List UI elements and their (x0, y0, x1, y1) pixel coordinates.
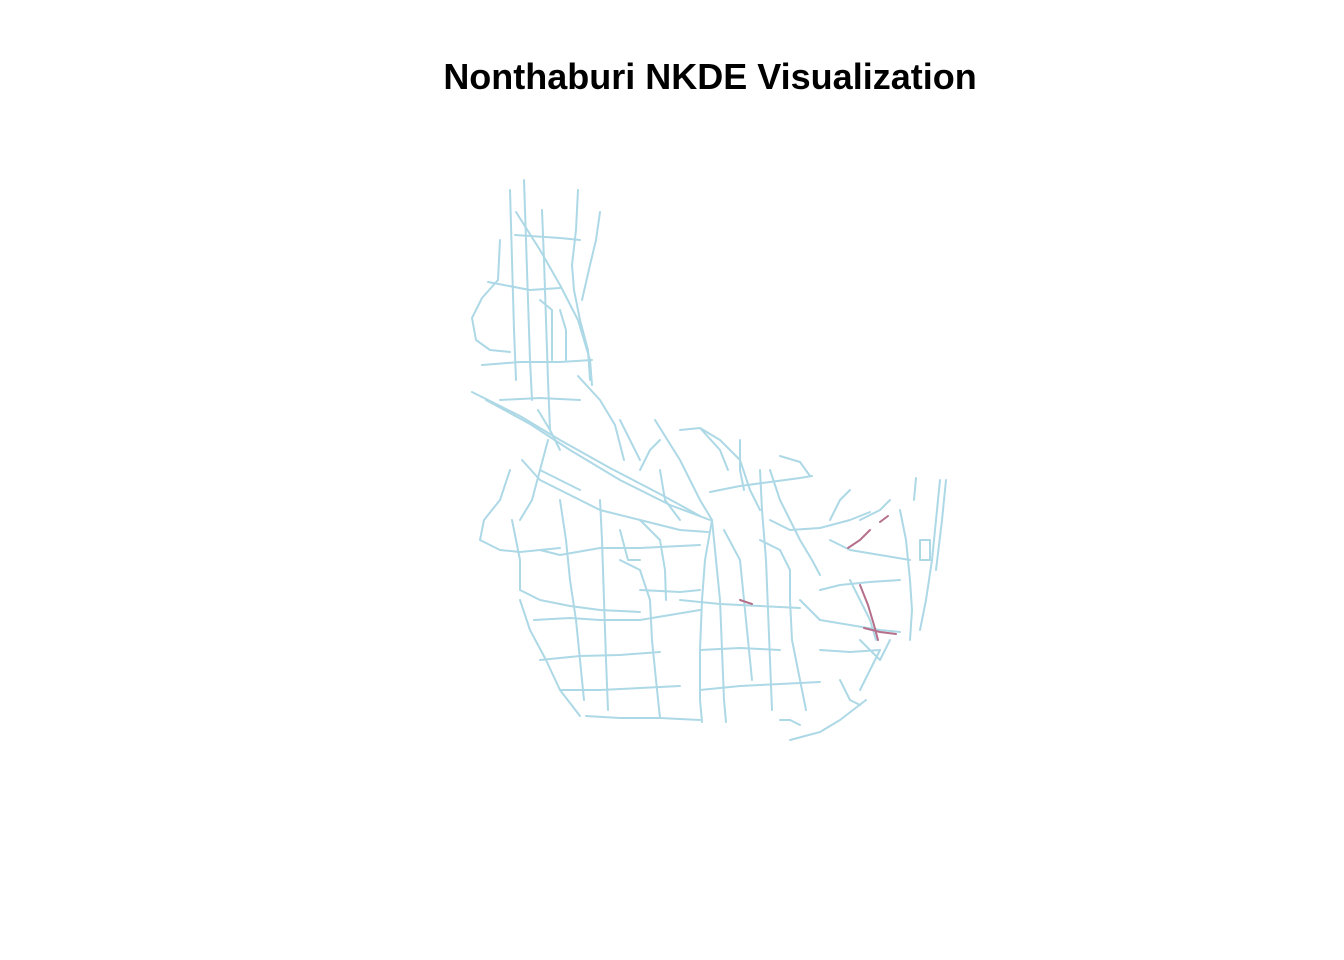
road-network-high-density (739, 515, 897, 641)
plot-title: Nonthaburi NKDE Visualization (443, 56, 977, 97)
road-network-low-density (471, 179, 947, 741)
